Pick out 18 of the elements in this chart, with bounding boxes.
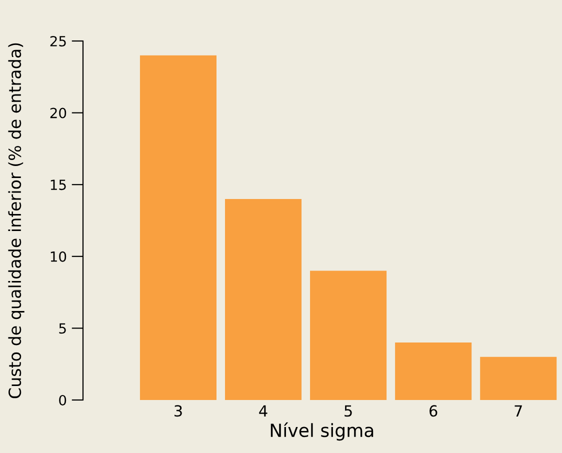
bar (225, 198, 302, 400)
x-tick-label: 5 (344, 405, 352, 417)
y-tick-label: 5 (59, 323, 66, 334)
bar (480, 356, 557, 400)
y-axis-title: Custo de qualidade inferior (% de entrada) (8, 43, 24, 398)
y-tick-label: 15 (50, 180, 66, 190)
x-tick-label: 6 (430, 405, 438, 417)
x-axis-title: Nível sigma (270, 422, 374, 441)
y-tick-label: 0 (59, 394, 66, 406)
x-tick-label: 3 (174, 405, 182, 417)
y-tick-label: 25 (50, 36, 66, 46)
y-tick-label: 20 (50, 108, 66, 118)
x-tick-label: 7 (514, 405, 522, 416)
x-tick-label: 4 (259, 405, 268, 416)
bar (395, 342, 472, 400)
y-tick-label: 10 (50, 251, 66, 262)
bar (310, 270, 387, 400)
bar (140, 55, 216, 400)
